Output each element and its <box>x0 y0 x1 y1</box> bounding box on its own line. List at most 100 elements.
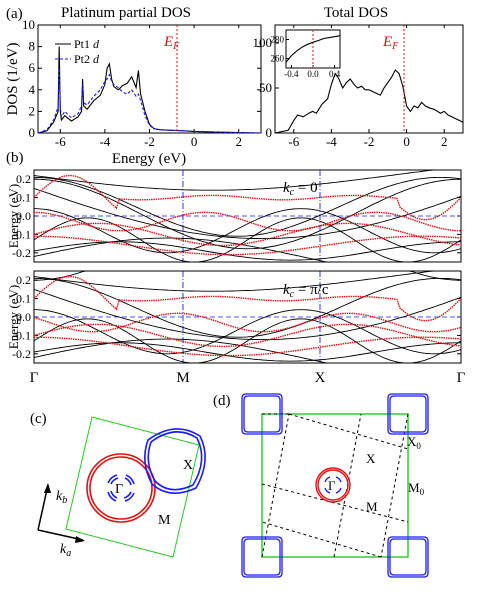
fs-blue-pocket-inner <box>147 431 203 491</box>
pdos-title: Platinum partial DOS <box>61 5 191 21</box>
band-curve-black <box>34 277 462 338</box>
c-gamma-label: Γ <box>115 482 123 497</box>
d-red-outer <box>315 467 351 503</box>
fs-blue-arc <box>125 474 135 485</box>
ka-label: ka <box>60 542 71 559</box>
y-tick-label: 0.2 <box>16 172 31 186</box>
band-curve-black <box>34 178 461 250</box>
y-tick-label: 0.2 <box>16 273 31 287</box>
band-curve-black <box>33 309 462 355</box>
d-blue-arc <box>324 487 331 494</box>
y-tick-label: 10 <box>22 17 35 32</box>
y-tick-label: 0.0 <box>16 310 31 324</box>
d-corner-pocket <box>387 393 429 435</box>
bands1-ylabel: Energy (eV) <box>6 184 21 248</box>
y-tick-label: 2 <box>29 103 36 118</box>
band-curve-black <box>33 237 461 263</box>
fs-blue-arc <box>107 491 117 502</box>
tdos-title: Total DOS <box>324 5 388 21</box>
ka-arrowhead <box>75 536 85 543</box>
legend-pt2-label: Pt2 d <box>74 52 100 66</box>
inset-y-tick-label: 280 <box>271 35 285 45</box>
pdos-xlabel: Energy (eV) <box>112 151 186 167</box>
fs-blue-arc <box>107 474 118 484</box>
inset-x-tick-label: -0.4 <box>284 69 299 79</box>
band-curve-red <box>33 235 462 256</box>
band-curve-black <box>33 318 462 364</box>
x-tick-label: 2 <box>441 134 448 149</box>
panel-label-a: (a) <box>6 6 23 22</box>
band-curve-black <box>33 270 461 292</box>
band-curve-red <box>33 222 462 247</box>
d-x0-label: X0 <box>407 434 421 451</box>
bz-square <box>261 413 409 558</box>
d-blue-arc <box>335 476 342 483</box>
y-tick-label: 0.1 <box>16 191 31 205</box>
band-curve-red <box>33 211 461 232</box>
x-tick-label: -2 <box>364 134 375 149</box>
inset-x-tick-label: 0.0 <box>307 69 319 79</box>
inset-x-tick-label: 0.4 <box>329 69 341 79</box>
kb-arrowhead <box>44 483 51 493</box>
bz-rotated <box>65 416 200 558</box>
kpath-m: M <box>176 370 189 386</box>
fs-blue-arc <box>123 491 132 499</box>
band-curve-black <box>33 169 461 191</box>
d-corner-pocket <box>243 395 281 433</box>
d-m-label: M <box>366 499 378 514</box>
pdos-chart: -6 -4 -2 0 2 0 2 4 6 8 10 EF Pt1 d Pt2 d DOS (1/eV… <box>5 17 262 167</box>
y-tick-label: 0.1 <box>16 292 31 306</box>
d-corner-pocket <box>389 395 427 433</box>
d-corner-pocket <box>241 536 283 578</box>
panel-label-d: (d) <box>213 393 231 409</box>
total-dos-line <box>274 69 464 134</box>
kc0-annotation: kc = 0 <box>283 180 318 198</box>
x-tick-label: -6 <box>288 134 299 149</box>
legend-pt1-label: Pt1 d <box>74 37 100 51</box>
y-tick-label: -0.2 <box>12 347 31 361</box>
inset-y-tick-label: 260 <box>271 54 285 64</box>
band-curve-black <box>33 187 462 240</box>
band-curve-red <box>33 312 462 333</box>
band-curve-red <box>33 275 462 322</box>
pdos-frame <box>37 24 262 134</box>
band-curve-black <box>33 338 461 364</box>
bands2-ylabel: Energy (eV) <box>6 285 21 349</box>
fs-red-inner <box>89 456 153 520</box>
y-tick-label: -0.1 <box>12 227 31 241</box>
panel-label-b: (b) <box>6 150 24 166</box>
d-corner-pocket <box>243 538 281 576</box>
pt1-d-line <box>37 46 262 134</box>
c-m-label: M <box>158 513 171 528</box>
kcpi-annotation: kc = π/c <box>283 282 329 300</box>
kpath-gamma1: Γ <box>30 370 39 386</box>
fs-blue-arc <box>124 492 135 502</box>
fs-blue-pocket-outer <box>144 428 206 494</box>
band-curve-red <box>33 336 462 357</box>
y-tick-label: 8 <box>29 39 36 54</box>
x-tick-label: -6 <box>55 134 66 149</box>
band-curve-red <box>33 174 462 221</box>
d-gamma-label: Γ <box>328 478 336 493</box>
x-tick-label: 2 <box>235 134 242 149</box>
y-tick-label: 4 <box>29 82 36 97</box>
kpath-gamma2: Γ <box>457 370 466 386</box>
fs-blue-arc <box>110 477 119 485</box>
x-tick-label: -2 <box>144 134 155 149</box>
band-curve-black <box>33 208 462 254</box>
d-m0-label: M0 <box>408 480 425 497</box>
tdos-chart: -6 -4 -2 0 2 0 50 100 EF -0.4 0.0 0.4 260 280 <box>253 24 464 149</box>
dashed-edge <box>261 483 409 523</box>
x-tick-label: -4 <box>99 134 110 149</box>
tdos-fermi-label: EF <box>382 34 399 52</box>
dashed-edge <box>380 413 409 558</box>
d-blue-arc <box>335 487 342 494</box>
panel-label-c: (c) <box>30 411 47 427</box>
y-tick-label: 6 <box>29 60 36 75</box>
x-tick-label: 0 <box>403 134 410 149</box>
pdos-ylabel: DOS (1/eV) <box>5 43 21 116</box>
y-tick-label: 100 <box>253 35 273 50</box>
band-panel-kc0: -0.2 -0.1 0.0 0.1 0.2 kc = 0 Energy (eV) <box>6 169 462 263</box>
y-tick-label: -0.1 <box>12 328 31 342</box>
kb-label: kb <box>56 489 67 506</box>
